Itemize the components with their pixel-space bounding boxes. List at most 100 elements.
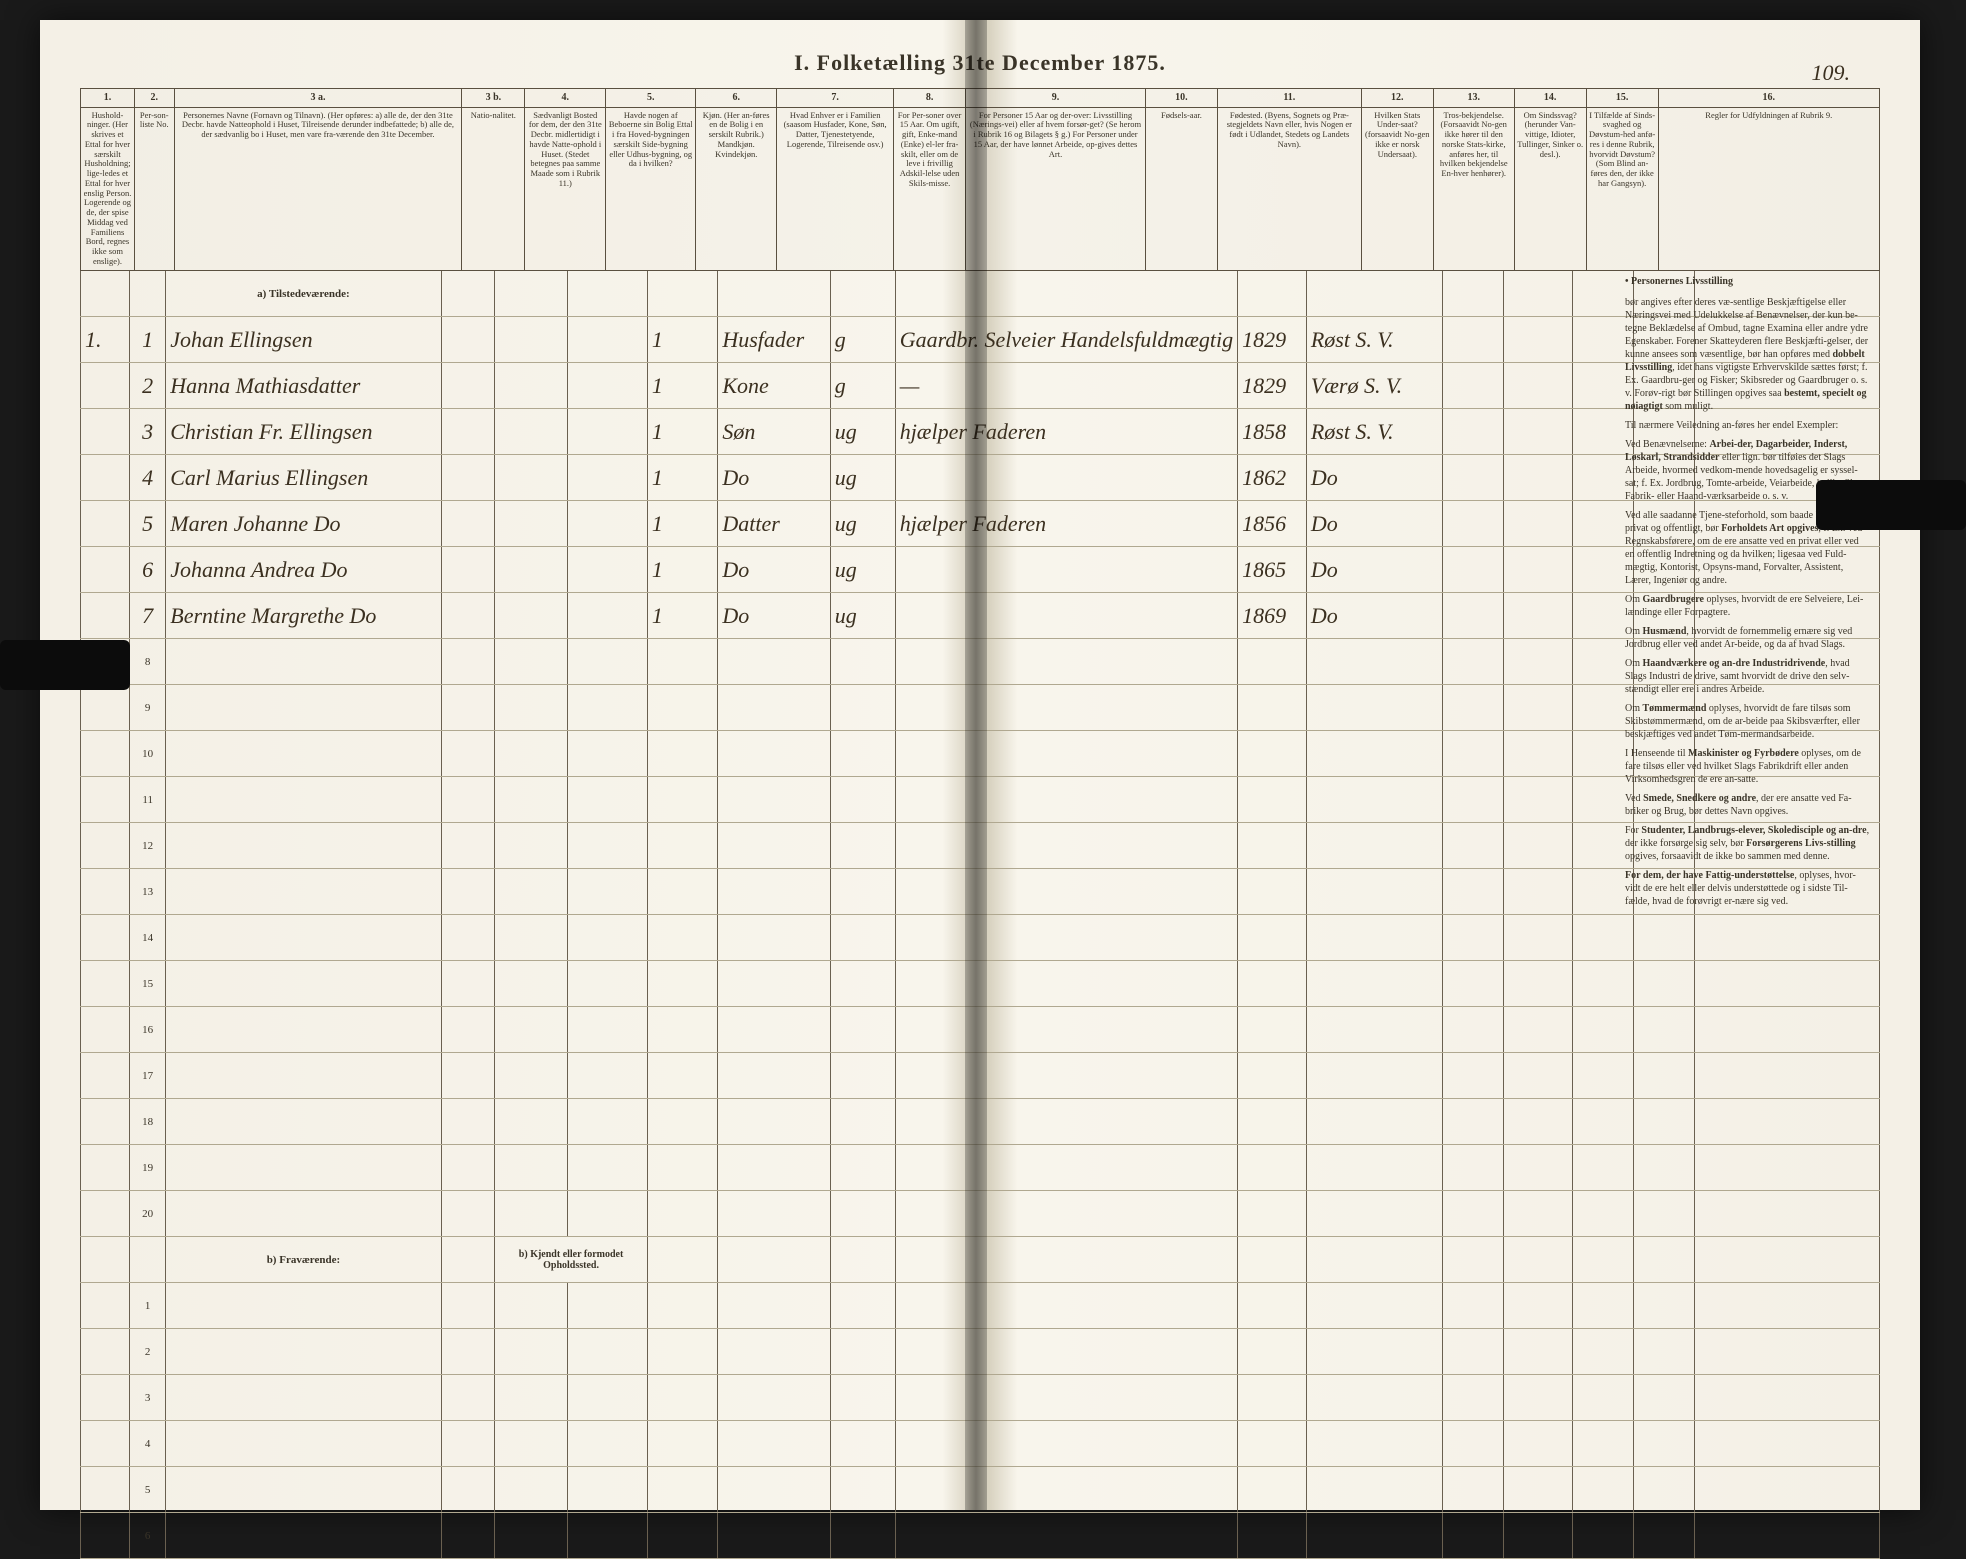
table-cell — [1238, 1145, 1307, 1191]
table-cell: 18 — [130, 1099, 166, 1145]
table-cell — [166, 777, 441, 823]
handwritten-entry: Datter — [722, 511, 779, 536]
handwritten-entry: Gaardbr. Selveier Handelsfuldmægtig — [900, 327, 1233, 352]
table-cell — [441, 777, 495, 823]
table-cell — [495, 1329, 567, 1375]
table-cell — [567, 731, 647, 777]
handwritten-entry: 1 — [652, 511, 663, 536]
table-cell — [1238, 1283, 1307, 1329]
table-cell — [830, 869, 895, 915]
column-number: 12. — [1361, 89, 1433, 108]
table-cell — [1443, 1191, 1504, 1237]
table-cell — [81, 593, 130, 639]
handwritten-entry: Hanna Mathiasdatter — [170, 373, 360, 398]
table-cell — [441, 317, 495, 363]
table-cell — [718, 1421, 830, 1467]
table-cell — [1504, 363, 1573, 409]
table-cell: Do — [718, 593, 830, 639]
table-cell — [718, 731, 830, 777]
table-cell — [441, 1145, 495, 1191]
table-cell — [895, 1007, 1237, 1053]
table-cell — [895, 1283, 1237, 1329]
table-cell — [647, 1329, 717, 1375]
handwritten-entry: Do — [722, 603, 749, 628]
handwritten-entry: 1856 — [1242, 511, 1286, 536]
table-cell: 10 — [130, 731, 166, 777]
table-cell — [895, 1375, 1237, 1421]
table-cell — [1306, 1467, 1442, 1513]
table-cell: Do — [1306, 593, 1442, 639]
table-cell — [81, 363, 130, 409]
table-cell: 3 — [130, 409, 166, 455]
table-cell — [718, 1329, 830, 1375]
column-description: Tros-bekjendelse. (Forsaavidt No-gen ikk… — [1433, 107, 1514, 270]
table-cell — [718, 1467, 830, 1513]
table-cell — [1572, 1421, 1633, 1467]
handwritten-entry: 3 — [142, 419, 153, 444]
table-cell — [441, 1283, 495, 1329]
table-cell — [567, 823, 647, 869]
table-cell — [441, 1191, 495, 1237]
table-cell — [495, 1191, 567, 1237]
table-cell — [495, 777, 567, 823]
handwritten-entry: Værø S. V. — [1311, 373, 1402, 398]
table-cell — [1443, 731, 1504, 777]
table-cell — [567, 961, 647, 1007]
table-cell: g — [830, 363, 895, 409]
table-cell — [441, 547, 495, 593]
table-cell — [495, 363, 567, 409]
table-cell — [895, 593, 1237, 639]
table-cell — [1695, 1467, 1880, 1513]
table-cell — [166, 1329, 441, 1375]
table-cell — [1695, 915, 1880, 961]
table-cell — [895, 915, 1237, 961]
table-cell — [81, 547, 130, 593]
table-cell — [718, 869, 830, 915]
table-cell — [441, 363, 495, 409]
table-cell — [895, 1421, 1237, 1467]
handwritten-entry: 1 — [652, 465, 663, 490]
table-cell — [1634, 1375, 1695, 1421]
table-cell — [1238, 869, 1307, 915]
table-cell: Do — [1306, 547, 1442, 593]
table-cell — [81, 1329, 130, 1375]
table-cell: 12 — [130, 823, 166, 869]
table-cell: Kone — [718, 363, 830, 409]
table-cell: 1 — [130, 1283, 166, 1329]
table-cell — [1306, 1007, 1442, 1053]
table-cell — [1504, 501, 1573, 547]
table-cell: 1869 — [1238, 593, 1307, 639]
table-cell: 1 — [647, 547, 717, 593]
table-cell — [1306, 731, 1442, 777]
table-cell: Berntine Margrethe Do — [166, 593, 441, 639]
table-cell: hjælper Faderen — [895, 501, 1237, 547]
column-description: Sædvanligt Bosted for dem, der den 31te … — [525, 107, 606, 270]
table-cell: 15 — [130, 961, 166, 1007]
table-cell — [1572, 1283, 1633, 1329]
table-cell: Røst S. V. — [1306, 317, 1442, 363]
table-cell — [830, 961, 895, 1007]
table-cell — [81, 777, 130, 823]
table-cell — [81, 961, 130, 1007]
table-cell — [718, 915, 830, 961]
table-cell — [81, 1421, 130, 1467]
table-cell — [166, 869, 441, 915]
instruction-paragraph: Til nærmere Veiledning an-føres her ende… — [1625, 419, 1870, 432]
table-cell — [1504, 317, 1573, 363]
instruction-paragraph: Om Tømmermænd oplyses, hvorvidt de fare … — [1625, 702, 1870, 741]
section-b-label: b) Fraværende: — [166, 1237, 441, 1283]
table-cell: 1 — [130, 317, 166, 363]
table-cell — [895, 777, 1237, 823]
table-cell — [1443, 409, 1504, 455]
table-cell — [166, 639, 441, 685]
table-cell: 1829 — [1238, 363, 1307, 409]
table-cell — [1238, 823, 1307, 869]
table-cell — [1306, 915, 1442, 961]
table-cell — [647, 915, 717, 961]
table-cell — [567, 1329, 647, 1375]
table-cell — [1504, 731, 1573, 777]
table-cell — [166, 1191, 441, 1237]
table-cell — [647, 1375, 717, 1421]
table-cell — [1306, 1329, 1442, 1375]
table-cell — [895, 869, 1237, 915]
